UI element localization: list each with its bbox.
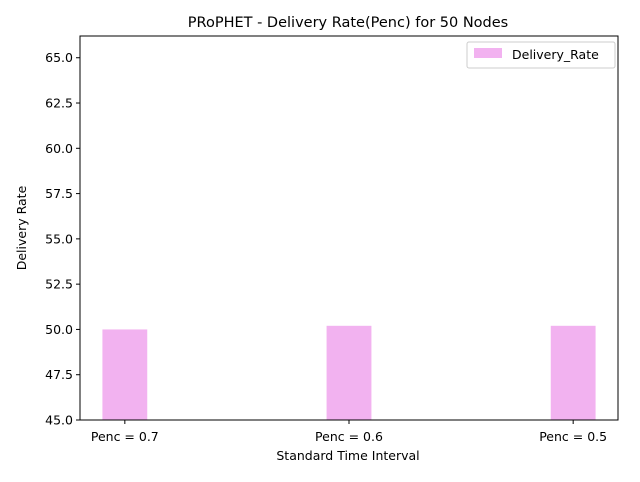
y-tick-label: 60.0: [45, 141, 73, 156]
x-axis-label: Standard Time Interval: [276, 448, 419, 463]
y-tick-label: 65.0: [45, 50, 73, 65]
y-tick-label: 57.5: [45, 186, 73, 201]
y-tick-label: 50.0: [45, 322, 73, 337]
y-tick-label: 45.0: [45, 413, 73, 428]
y-axis-label: Delivery Rate: [14, 185, 29, 270]
y-tick-label: 47.5: [45, 367, 73, 382]
legend: Delivery_Rate: [466, 41, 616, 69]
bar: [550, 325, 596, 420]
bar: [326, 325, 372, 420]
x-axis-ticks: Penc = 0.7 Penc = 0.6 Penc = 0.5: [91, 420, 607, 444]
y-tick-label: 62.5: [45, 96, 73, 111]
legend-swatch: [474, 48, 502, 58]
legend-label: Delivery_Rate: [512, 47, 599, 62]
x-tick-label: Penc = 0.5: [539, 429, 607, 444]
chart-title: PRoPHET - Delivery Rate(Penc) for 50 Nod…: [188, 15, 508, 31]
x-tick-label: Penc = 0.6: [315, 429, 383, 444]
plot-frame: [79, 35, 619, 421]
legend-box: [466, 41, 616, 69]
y-tick-label: 55.0: [45, 231, 73, 246]
x-tick-label: Penc = 0.7: [91, 429, 159, 444]
y-tick-label: 52.5: [45, 277, 73, 292]
bars-layer: [102, 325, 596, 420]
bar: [102, 329, 148, 420]
y-axis-ticks: 45.0 47.5 50.0 52.5 55.0 57.5 60.0 62.5 65.0: [45, 50, 80, 428]
